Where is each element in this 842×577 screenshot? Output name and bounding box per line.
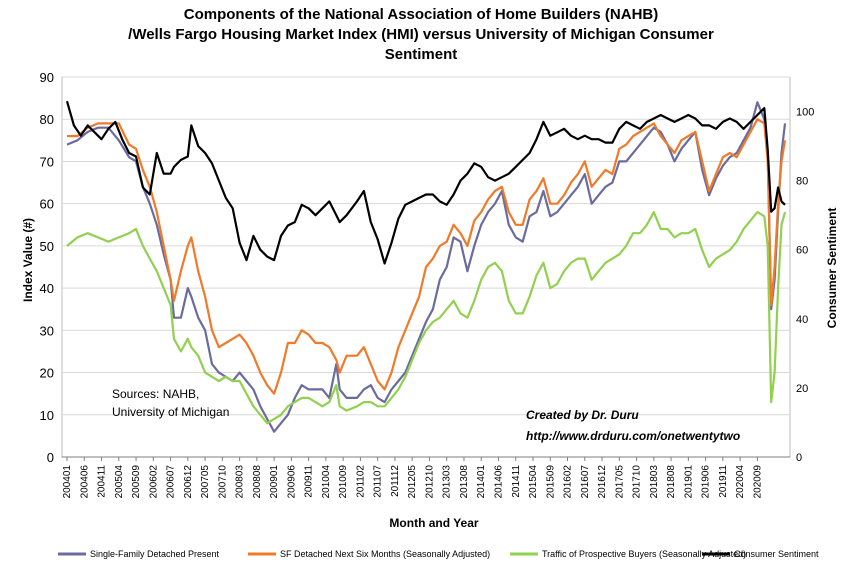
x-tick-label: 201509	[545, 465, 556, 499]
y-tick-label: 30	[40, 323, 54, 338]
chart-title-line-2: /Wells Fargo Housing Market Index (HMI) …	[128, 26, 714, 43]
x-tick-label: 201901	[683, 465, 694, 499]
x-tick-label: 200901	[269, 465, 280, 499]
x-tick-label: 201210	[424, 465, 435, 499]
y-tick-label: 80	[40, 112, 54, 127]
x-tick-label: 201504	[528, 465, 539, 499]
y-tick-label: 50	[40, 239, 54, 254]
x-tick-label: 200612	[183, 465, 194, 499]
y-tick-label: 60	[40, 197, 54, 212]
x-tick-label: 200808	[252, 465, 263, 499]
y2-axis-ticks: 0 20 40 60 80 100	[796, 107, 814, 464]
x-tick-label: 200607	[166, 465, 177, 499]
y2-tick-label: 100	[796, 107, 814, 119]
series-line-1	[66, 101, 787, 433]
series-line-4	[65, 100, 786, 265]
x-tick-label: 201303	[442, 465, 453, 499]
y-tick-label: 10	[40, 408, 54, 423]
x-tick-label: 201308	[459, 465, 470, 499]
x-tick-label: 201808	[666, 465, 677, 499]
series-line-3	[66, 211, 787, 425]
x-tick-label: 201705	[614, 465, 625, 499]
y2-tick-label: 20	[796, 383, 808, 395]
x-tick-label: 201406	[493, 465, 504, 499]
x-tick-label: 200411	[97, 465, 108, 498]
legend-label: Consumer Sentiment	[734, 549, 819, 559]
credit-line-1: Created by Dr. Duru	[526, 408, 639, 422]
x-tick-label: 200406	[79, 465, 90, 499]
x-axis-ticks: 200401 200406 200411 200504 200509 200602 2006…	[62, 456, 790, 499]
x-tick-label: 201004	[321, 465, 332, 499]
y2-tick-label: 0	[796, 452, 802, 464]
x-tick-label: 201803	[649, 465, 660, 499]
legend-label: Traffic of Prospective Buyers (Seasonall…	[542, 549, 746, 559]
x-tick-label: 200803	[235, 465, 246, 499]
x-tick-label: 201612	[597, 465, 608, 499]
y-axis-title: Index Value (#)	[21, 218, 35, 302]
x-tick-label: 200906	[286, 465, 297, 499]
y2-tick-label: 80	[796, 176, 808, 188]
y-tick-label: 90	[40, 70, 54, 85]
x-tick-label: 201411	[511, 465, 522, 498]
y-tick-label: 40	[40, 281, 54, 296]
x-tick-label: 200509	[131, 465, 142, 499]
y-tick-label: 20	[40, 366, 54, 381]
y2-axis-title: Consumer Sentiment	[825, 208, 839, 329]
x-tick-label: 201102	[355, 465, 366, 498]
x-tick-label: 202009	[752, 465, 763, 499]
x-tick-label: 200705	[200, 465, 211, 499]
series-line-2	[67, 118, 787, 395]
chart-title-line-3: Sentiment	[385, 46, 458, 63]
x-tick-label: 200911	[304, 465, 315, 498]
x-tick-label: 201710	[632, 465, 643, 499]
sources-annotation-line-2: University of Michigan	[112, 405, 229, 419]
x-tick-label: 200504	[114, 465, 125, 499]
credit-line-2: http://www.drduru.com/onetwentytwo	[526, 429, 740, 443]
x-tick-label: 201607	[580, 465, 591, 499]
legend-label: Single-Family Detached Present	[90, 549, 220, 559]
x-tick-label: 201602	[563, 465, 574, 499]
x-tick-label: 201009	[338, 465, 349, 499]
x-tick-label: 201906	[701, 465, 712, 499]
x-tick-label: 201401	[476, 465, 487, 499]
x-tick-label: 201205	[407, 465, 418, 499]
chart-title-line-1: Components of the National Association o…	[184, 6, 658, 23]
legend-label: SF Detached Next Six Months (Seasonally …	[280, 549, 490, 559]
legend: Single-Family Detached Present SF Detache…	[58, 549, 819, 559]
y2-tick-label: 60	[796, 245, 808, 257]
x-tick-label: 200401	[62, 465, 73, 499]
x-tick-label: 200710	[217, 465, 228, 499]
y-tick-label: 0	[47, 450, 54, 465]
x-axis-title: Month and Year	[389, 516, 478, 530]
y-axis-ticks: 0 10 20 30 40 50 60 70 80 90	[40, 70, 54, 465]
x-tick-label: 201911	[718, 465, 729, 498]
sources-annotation-line-1: Sources: NAHB,	[112, 387, 199, 401]
y-tick-label: 70	[40, 154, 54, 169]
series-lines	[65, 100, 787, 433]
x-tick-label: 200602	[148, 465, 159, 499]
y2-tick-label: 40	[796, 314, 808, 326]
x-tick-label: 201107	[373, 465, 384, 498]
x-tick-label: 202004	[735, 465, 746, 499]
x-tick-label: 201112	[390, 465, 401, 497]
